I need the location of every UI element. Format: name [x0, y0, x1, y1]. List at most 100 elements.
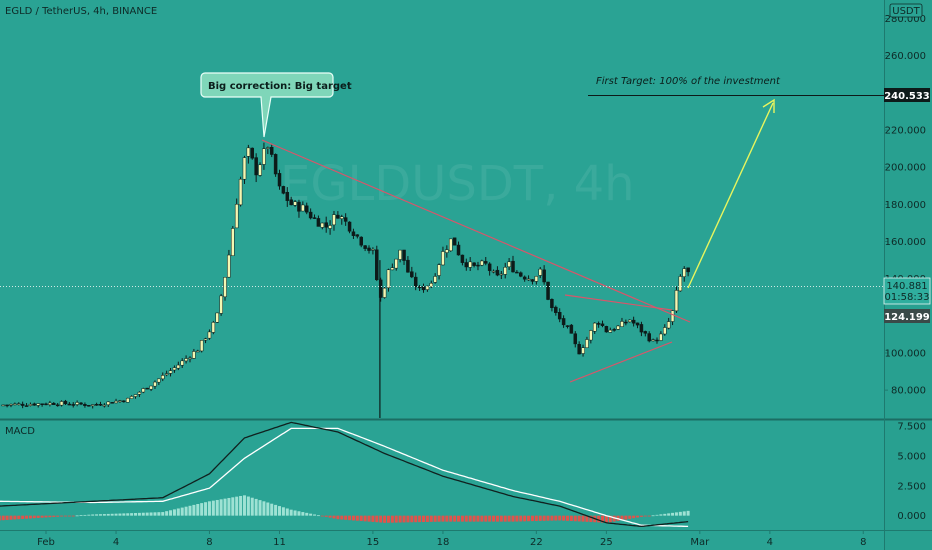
candle-body: [375, 249, 379, 281]
macd-hist-bar: [484, 515, 488, 522]
macd-hist-bar: [538, 515, 542, 521]
descending-trendline[interactable]: [261, 139, 691, 323]
candle-body: [223, 277, 227, 298]
macd-hist-bar: [316, 515, 320, 517]
candle-body: [246, 147, 251, 157]
target-price-label: 240.533: [884, 91, 930, 102]
macd-hist-bar: [219, 499, 223, 516]
symbol-title[interactable]: EGLD / TetherUS, 4h, BINANCE: [5, 6, 157, 17]
candle-body: [199, 340, 204, 352]
macd-hist-bar: [332, 515, 336, 519]
candle-body: [406, 259, 410, 273]
candle-body: [340, 216, 344, 219]
macd-hist-bar: [355, 515, 359, 521]
candle-body: [40, 403, 44, 405]
macd-hist-bar: [60, 515, 64, 517]
candle-body: [149, 385, 153, 390]
time-tick-label: 15: [367, 537, 380, 548]
macd-hist-bar: [114, 513, 118, 516]
candle-body: [336, 214, 340, 219]
candle-body: [79, 402, 83, 405]
current-price-badge: [883, 277, 931, 305]
macd-hist-bar: [130, 513, 134, 516]
macd-hist-bar: [449, 515, 453, 522]
candle-body: [184, 358, 188, 362]
macd-hist-bar: [340, 515, 344, 520]
time-tick-label: Mar: [690, 537, 710, 548]
currency-badge[interactable]: [889, 3, 923, 18]
candle-body: [445, 249, 449, 253]
macd-hist-bar: [499, 515, 503, 522]
callout-bubble: [200, 72, 334, 138]
macd-hist-bar: [425, 515, 429, 522]
candle-body: [585, 339, 589, 348]
candle-body: [480, 260, 484, 266]
macd-tick-label: 7.500: [897, 421, 926, 432]
macd-hist-bar: [48, 515, 52, 518]
candle-body: [1, 404, 5, 407]
candle-body: [332, 214, 336, 226]
macd-hist-bar: [161, 512, 165, 516]
support-price-badge: [884, 309, 930, 323]
candle-body: [168, 370, 173, 374]
macd-hist-bar: [488, 515, 492, 522]
price-tick-label: 220.000: [885, 126, 926, 137]
candle-body: [250, 147, 255, 159]
macd-hist-bar: [258, 500, 262, 516]
macd-tick-label: 2.500: [897, 481, 926, 492]
target-price-badge: [884, 88, 930, 102]
macd-hist-bar: [667, 513, 671, 516]
macd-hist-bar: [492, 515, 496, 522]
macd-hist-bar: [348, 515, 352, 521]
candle-body: [363, 245, 367, 249]
candle-body: [394, 258, 398, 269]
candle-body: [616, 325, 620, 330]
macd-hist-bar: [71, 515, 75, 517]
candle-body: [628, 319, 632, 323]
macd-signal-line: [0, 427, 689, 528]
macd-hist-bar: [597, 515, 601, 523]
macd-hist-bar: [262, 501, 266, 516]
candle-body: [277, 173, 282, 187]
macd-hist-bar: [36, 515, 40, 518]
macd-hist-bar: [581, 515, 585, 522]
macd-hist-bar: [0, 515, 1, 521]
macd-hist-bar: [118, 513, 122, 516]
macd-label[interactable]: MACD: [5, 426, 35, 437]
candle-body: [122, 400, 126, 403]
macd-hist-bar: [647, 515, 651, 517]
candle-body: [55, 404, 60, 407]
candle-body: [581, 347, 585, 354]
macd-hist-bar: [671, 512, 675, 516]
macd-hist-bar: [305, 512, 309, 516]
candle-body: [301, 204, 305, 212]
candle-body: [452, 237, 457, 246]
candle-body: [402, 249, 406, 261]
macd-hist-bar: [573, 515, 577, 522]
callout[interactable]: Big correction: Big target: [200, 72, 352, 138]
currency-badge-label: USDT: [892, 6, 920, 17]
candle-body: [297, 201, 301, 212]
macd-hist-bar: [102, 514, 106, 516]
candle-body: [293, 201, 297, 206]
triangle-lower-line[interactable]: [569, 341, 673, 383]
target-arrow-shaft[interactable]: [687, 102, 774, 289]
candle-body: [67, 403, 72, 406]
candle-body: [592, 322, 597, 332]
target-note[interactable]: First Target: 100% of the investment: [596, 76, 781, 87]
macd-hist-bar: [418, 515, 422, 523]
triangle-upper-line[interactable]: [564, 294, 673, 311]
macd-hist-bar: [612, 515, 616, 522]
candle-body: [347, 221, 352, 232]
candle-body: [437, 264, 441, 276]
candle-body: [663, 327, 667, 335]
candle-body: [484, 261, 488, 264]
macd-hist-bar: [457, 515, 461, 522]
candle-body: [410, 271, 414, 278]
macd-hist-bar: [437, 515, 441, 522]
candle-body: [129, 396, 134, 399]
candle-body: [351, 231, 356, 236]
candle-body: [231, 228, 235, 256]
macd-hist-bar: [503, 515, 507, 522]
